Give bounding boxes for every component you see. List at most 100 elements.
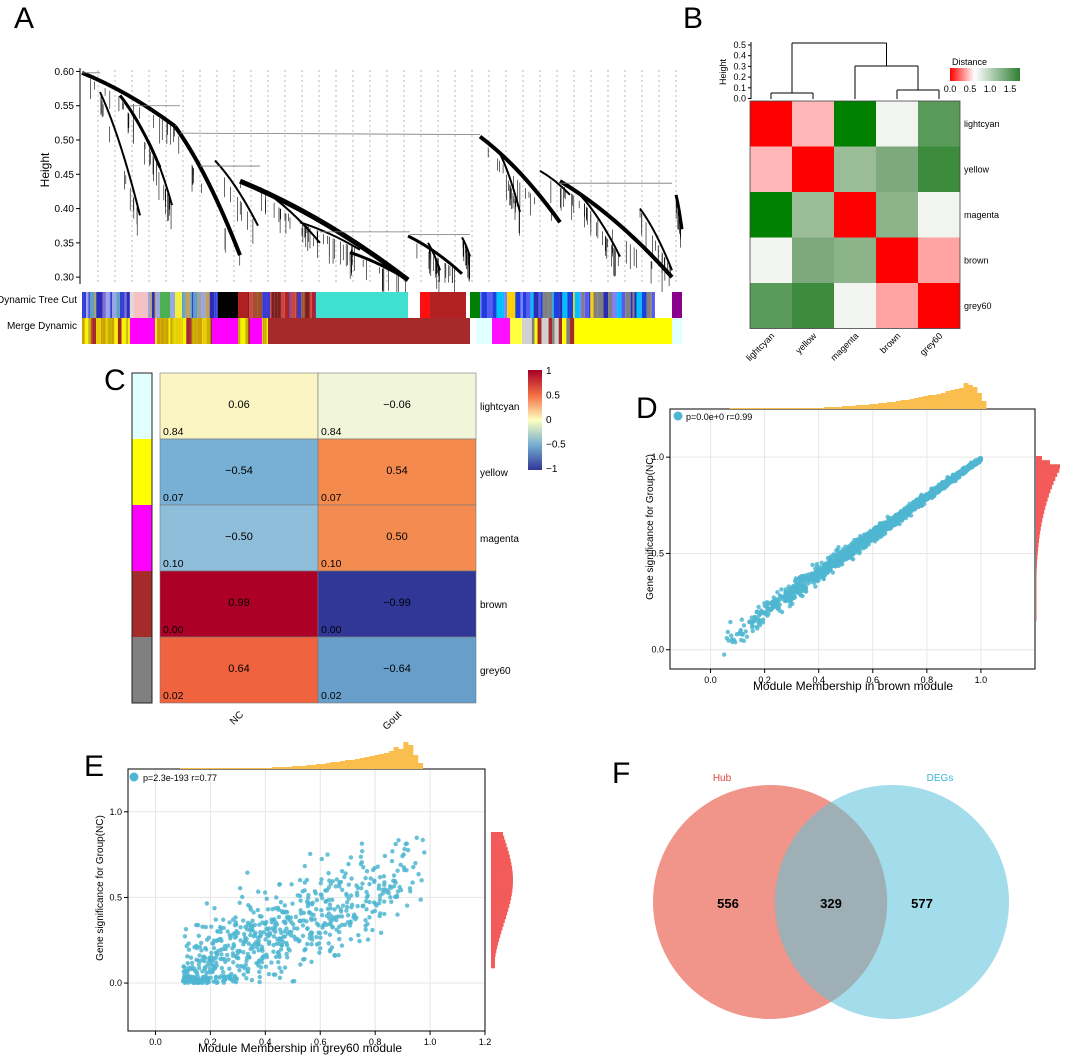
panel-a-module-segment	[522, 318, 525, 344]
panel-e-top-hist-bar	[379, 754, 385, 769]
panel-d-right-hist-bar	[1036, 489, 1051, 494]
panel-d-point	[792, 594, 798, 600]
panel-a-module-segment	[470, 318, 476, 344]
panel-e-point	[314, 906, 319, 912]
panel-e-point	[391, 884, 397, 889]
panel-e-top-hist-bar	[413, 755, 419, 769]
panel-d-point	[805, 578, 811, 584]
panel-d-point	[933, 488, 938, 493]
panel-d-top-hist-bar	[959, 388, 964, 409]
panel-e-point	[413, 860, 418, 866]
panel-e-point	[259, 960, 265, 965]
panel-b-row-labels: lightcyan yellow magenta brown grey60	[964, 119, 1000, 311]
panel-e-right-hist-bar	[491, 918, 505, 923]
panel-e-point	[237, 948, 242, 954]
panel-e-point	[382, 853, 388, 859]
panel-e-point	[231, 942, 236, 947]
panel-a-module-segment	[84, 318, 89, 344]
panel-a-module-segment	[205, 292, 210, 318]
panel-d-top-hist-bar	[873, 404, 879, 409]
panel-e-point	[289, 882, 294, 887]
panel-e-point	[414, 835, 419, 841]
panel-c-heatmap: 0.06 0.84 −0.06 0.84 −0.54 0.07 0.54 0.07 −0.50 0…	[159, 372, 477, 704]
panel-d-point	[789, 591, 795, 596]
panel-b-letter: B	[683, 2, 703, 35]
panel-a-module-segment	[169, 292, 175, 318]
panel-e-point	[343, 871, 348, 876]
panel-a-module-segment	[504, 292, 508, 318]
panel-e-point	[259, 944, 264, 949]
panel-e-point	[274, 895, 279, 900]
panel-e-point	[303, 946, 308, 952]
panel-a-module-segment	[547, 318, 549, 344]
panel-d-top-hist-bar	[761, 408, 766, 409]
panel-e-point	[282, 965, 288, 970]
panel-e-point	[377, 874, 383, 880]
panel-e-point	[398, 862, 403, 867]
panel-d-point	[891, 518, 897, 524]
panel-d-point	[938, 487, 944, 492]
panel-a-module-segment	[270, 292, 272, 318]
panel-d-top-hist-bar	[891, 402, 897, 409]
panel-a-module-segment	[552, 318, 555, 344]
panel-e-point	[344, 904, 350, 910]
panel-d-point	[798, 593, 803, 598]
panel-e-point	[291, 978, 297, 984]
panel-d-right-hist-bar	[1036, 600, 1037, 605]
panel-d-point	[813, 584, 818, 589]
panel-a-row-label-merge: Merge Dynamic	[7, 321, 77, 332]
panel-e-point	[227, 975, 232, 981]
panel-e-point	[305, 926, 310, 931]
panel-b-row-label: yellow	[964, 164, 990, 174]
panel-e-point	[266, 971, 272, 977]
panel-c-cell-pvalue: 0.02	[321, 690, 342, 702]
panel-e-top-hist-bar	[315, 764, 322, 769]
panel-b-yticks: 0.50.40.30.20.10.0	[733, 40, 751, 104]
panel-d-top-hist-bar	[824, 407, 829, 409]
panel-d-point	[950, 477, 955, 483]
panel-b-heat-cell	[750, 146, 792, 192]
panel-d-top-hist-bar	[878, 403, 883, 409]
panel-b-heat-cell	[792, 237, 834, 283]
panel-e-point	[332, 953, 338, 958]
panel-e-point	[333, 884, 338, 889]
panel-a-module-segment	[126, 318, 128, 344]
panel-d-top-hist-bar	[828, 407, 834, 409]
panel-e-point	[297, 877, 303, 883]
panel-e-top-hist-bar	[252, 768, 258, 769]
panel-d-point	[828, 567, 833, 573]
panel-d-point	[851, 547, 856, 553]
panel-d-top-hist-bar	[747, 408, 753, 409]
panel-e-point	[293, 914, 299, 920]
panel-e-right-hist-bar	[491, 964, 495, 969]
panel-e-point	[418, 897, 423, 902]
panel-e-point	[204, 976, 209, 982]
panel-e-point	[234, 976, 240, 981]
panel-e-top-hist-bar	[286, 767, 292, 769]
panel-d-scatter: 0.0 0.2 0.4 0.6 0.8 1.0 1.0 0.5 0.0	[651, 383, 1060, 685]
panel-d-top-hist-bar	[936, 394, 942, 409]
panel-e-right-hist-bar	[491, 881, 513, 886]
panel-c-cell-value: −0.99	[383, 597, 411, 609]
panel-d-point	[852, 542, 858, 547]
panel-e-point	[243, 939, 248, 944]
panel-e-point	[218, 926, 224, 931]
panel-e-point	[377, 911, 383, 916]
panel-e-top-hist-bar	[335, 762, 341, 769]
panel-a-letter: A	[14, 2, 34, 35]
panel-e-point	[223, 946, 228, 952]
panel-e-point	[370, 927, 375, 933]
panel-e-point	[237, 886, 243, 891]
panel-e-point	[244, 976, 249, 981]
panel-d-point	[893, 515, 899, 520]
panel-c-row-label: lightcyan	[480, 402, 519, 413]
panel-a-module-segment	[94, 292, 97, 318]
panel-e-point	[291, 934, 297, 939]
panel-d-top-hist-bar	[864, 405, 870, 409]
panel-a-branch	[99, 91, 141, 216]
panel-d-ytick-label: 1.0	[651, 452, 664, 462]
panel-c-module-border	[131, 372, 153, 704]
panel-d-point	[866, 536, 871, 542]
panel-e-point	[213, 975, 219, 980]
panel-a-module-segment	[119, 292, 125, 318]
